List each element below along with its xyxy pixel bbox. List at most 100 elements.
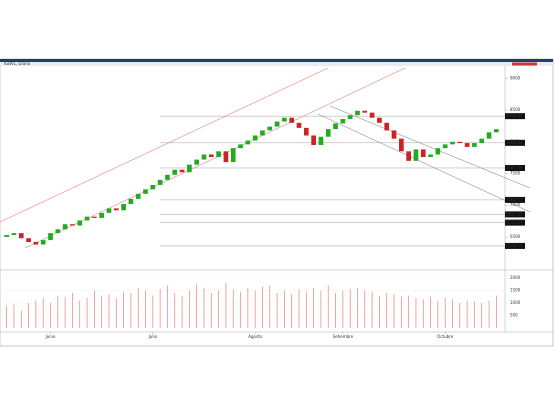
level-label: 6358.13	[506, 243, 523, 248]
candle-body	[92, 216, 97, 218]
y-tick-label: 9000	[510, 75, 521, 80]
candle-body	[121, 203, 126, 211]
candle-body	[238, 144, 243, 149]
candle-body	[311, 135, 316, 145]
candle-body	[99, 212, 105, 218]
candle-body	[428, 154, 433, 158]
candle-body	[457, 141, 463, 144]
candle-body	[84, 216, 90, 221]
toolbar-button[interactable]	[512, 62, 537, 66]
candle-body	[318, 136, 324, 145]
candle-body	[230, 148, 236, 163]
candle-body	[40, 240, 46, 245]
candle-body	[282, 117, 287, 122]
y-tick-label: 7500	[510, 171, 521, 176]
down-lower	[317, 113, 531, 213]
level-label: 7083.77	[506, 197, 523, 202]
candle-body	[223, 151, 229, 163]
x-tick-label: Setiembre	[333, 334, 354, 339]
level-box	[505, 113, 525, 120]
candle-body	[128, 198, 134, 204]
down-upper	[329, 105, 531, 189]
candle-body	[252, 135, 258, 141]
candle-body	[384, 122, 390, 131]
candle-body	[413, 149, 419, 161]
candle-body	[450, 141, 455, 145]
candle-body	[406, 151, 411, 161]
candle-body	[179, 169, 185, 173]
candle-body	[216, 151, 221, 158]
x-tick-label: Junio	[45, 334, 56, 339]
candle-body	[391, 130, 397, 139]
candle-body	[472, 143, 477, 147]
toolbar	[0, 62, 553, 66]
candle-body	[62, 224, 68, 230]
level-label: 8404.85	[506, 113, 523, 118]
x-tick-label: Agosto	[248, 334, 262, 339]
candle-body	[494, 129, 499, 133]
candle-body	[201, 154, 207, 160]
candle-body	[135, 193, 141, 199]
chart-title: IGBVL, Diario	[4, 61, 31, 66]
v-tick-label: 500	[510, 313, 518, 318]
candle-body	[355, 110, 360, 116]
candle-body	[267, 126, 273, 131]
x-tick-label: Julio	[148, 334, 158, 339]
candle-body	[113, 208, 119, 211]
level-label: 7984.03	[506, 140, 523, 145]
v-tick-label: 1000	[510, 300, 521, 305]
down-channel	[317, 105, 531, 213]
candle-body	[369, 112, 375, 118]
y-tick-label: 8500	[510, 107, 521, 112]
level-label: 6725.57	[506, 220, 523, 225]
candle-body	[303, 127, 309, 136]
candle-body	[245, 140, 251, 145]
v-tick-label: 2000	[510, 275, 521, 280]
candle-body	[296, 122, 302, 128]
candle-body	[33, 242, 39, 245]
x-tick-label: Octubre	[437, 334, 454, 339]
candle-body	[187, 164, 192, 173]
candle-body	[106, 208, 112, 213]
candle-body	[420, 149, 426, 158]
candle-body	[362, 110, 368, 113]
candle-body	[464, 143, 470, 147]
channel-upper	[0, 67, 329, 223]
y-tick-label: 6500	[510, 234, 521, 239]
candle-body	[340, 118, 346, 124]
candle-body	[172, 169, 178, 175]
candle-body	[347, 115, 353, 119]
window-frame	[0, 58, 554, 347]
candle-body	[479, 138, 485, 144]
candle-body	[325, 129, 331, 137]
candle-body	[55, 229, 61, 234]
v-tick-label: 1500	[510, 288, 521, 293]
candle-body	[398, 138, 404, 152]
candle-body	[11, 233, 17, 236]
title-bar	[0, 59, 553, 62]
candle-body	[4, 235, 9, 237]
candle-body	[194, 159, 200, 165]
candle-body	[165, 174, 170, 180]
candle-body	[274, 121, 280, 127]
candle-body	[143, 189, 148, 194]
level-box	[505, 196, 525, 203]
candle-body	[289, 117, 295, 123]
candle-body	[77, 220, 83, 226]
level-label: 7587.49	[506, 165, 523, 170]
candle-body	[260, 130, 265, 136]
candle-body	[208, 154, 214, 158]
level-box	[505, 139, 525, 146]
level-box	[505, 211, 525, 218]
candle-body	[377, 117, 382, 123]
candle-body	[435, 148, 441, 155]
candle-body	[157, 179, 163, 185]
candle-body	[442, 144, 448, 149]
candle-body	[333, 123, 338, 130]
level-box	[505, 242, 525, 249]
candle-body	[48, 233, 53, 241]
candle-body	[70, 224, 75, 226]
candle-body	[26, 238, 31, 243]
